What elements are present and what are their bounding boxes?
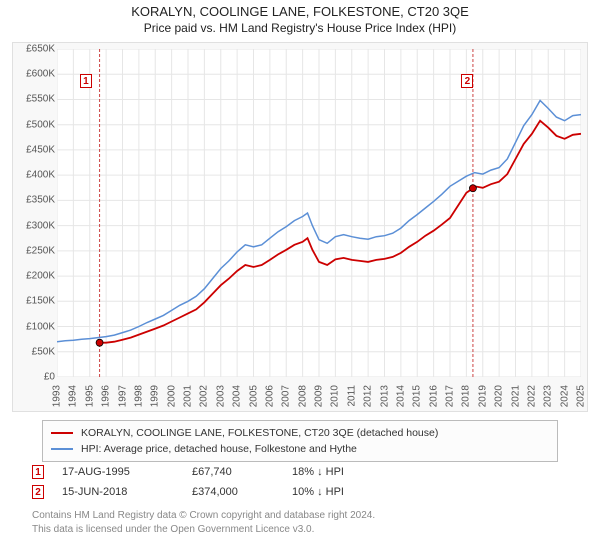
y-tick-label: £350K [15,195,55,206]
x-tick-label: 2004 [232,385,243,407]
y-tick-label: £550K [15,94,55,105]
chart-container: KORALYN, COOLINGE LANE, FOLKESTONE, CT20… [0,0,600,560]
x-tick-label: 2012 [363,385,374,407]
x-tick-label: 1998 [133,385,144,407]
annotation-delta-1: 18% ↓ HPI [292,466,344,478]
x-tick-label: 2015 [412,385,423,407]
x-tick-label: 2002 [199,385,210,407]
chart-title: KORALYN, COOLINGE LANE, FOLKESTONE, CT20… [0,0,600,19]
x-tick-label: 2025 [576,385,587,407]
plot-area [57,49,581,377]
x-tick-label: 1993 [52,385,63,407]
x-tick-label: 2020 [494,385,505,407]
x-tick-label: 2022 [526,385,537,407]
x-tick-label: 2001 [183,385,194,407]
x-tick-label: 2007 [281,385,292,407]
x-tick-label: 2006 [264,385,275,407]
legend-swatch-property [51,432,73,434]
y-tick-label: £0 [15,372,55,383]
y-tick-label: £650K [15,44,55,55]
sale-marker-2: 2 [461,74,473,88]
x-tick-label: 1997 [117,385,128,407]
legend-item-hpi: HPI: Average price, detached house, Folk… [51,441,549,457]
annotation-price-1: £67,740 [192,466,292,478]
y-tick-label: £50K [15,346,55,357]
x-tick-label: 2008 [297,385,308,407]
x-tick-label: 2003 [215,385,226,407]
x-tick-label: 1999 [150,385,161,407]
x-tick-label: 2023 [543,385,554,407]
sale-annotations: 1 17-AUG-1995 £67,740 18% ↓ HPI 2 15-JUN… [32,462,344,502]
chart-subtitle: Price paid vs. HM Land Registry's House … [0,19,600,35]
legend-item-property: KORALYN, COOLINGE LANE, FOLKESTONE, CT20… [51,425,549,441]
x-tick-label: 1994 [68,385,79,407]
y-tick-label: £600K [15,69,55,80]
x-tick-label: 2000 [166,385,177,407]
footer-copyright: Contains HM Land Registry data © Crown c… [32,510,375,521]
x-tick-label: 2018 [461,385,472,407]
x-tick-label: 1995 [84,385,95,407]
y-tick-label: £200K [15,271,55,282]
legend: KORALYN, COOLINGE LANE, FOLKESTONE, CT20… [42,420,558,462]
x-tick-label: 2014 [395,385,406,407]
plot-svg [57,49,581,377]
sale-marker-1: 1 [80,74,92,88]
legend-label-hpi: HPI: Average price, detached house, Folk… [81,443,357,455]
x-tick-label: 2024 [559,385,570,407]
y-tick-label: £400K [15,170,55,181]
y-tick-label: £300K [15,220,55,231]
annotation-marker-1: 1 [32,465,44,479]
annotation-delta-2: 10% ↓ HPI [292,486,344,498]
x-tick-label: 1996 [101,385,112,407]
annotation-price-2: £374,000 [192,486,292,498]
y-tick-label: £500K [15,119,55,130]
x-tick-label: 2016 [428,385,439,407]
y-tick-label: £250K [15,245,55,256]
x-tick-label: 2013 [379,385,390,407]
x-tick-label: 2011 [346,385,357,407]
x-tick-label: 2010 [330,385,341,407]
y-tick-label: £100K [15,321,55,332]
annotation-row-1: 1 17-AUG-1995 £67,740 18% ↓ HPI [32,462,344,482]
x-tick-label: 2017 [445,385,456,407]
x-tick-label: 2021 [510,385,521,407]
x-tick-label: 2019 [477,385,488,407]
footer-licence: This data is licensed under the Open Gov… [32,524,314,535]
y-tick-label: £450K [15,144,55,155]
chart-area: £0 £50K £100K £150K £200K £250K £300K £350K £400… [12,42,588,412]
x-tick-label: 2005 [248,385,259,407]
annotation-row-2: 2 15-JUN-2018 £374,000 10% ↓ HPI [32,482,344,502]
legend-swatch-hpi [51,448,73,450]
annotation-date-1: 17-AUG-1995 [62,466,192,478]
x-tick-label: 2009 [314,385,325,407]
legend-label-property: KORALYN, COOLINGE LANE, FOLKESTONE, CT20… [81,427,438,439]
annotation-marker-2: 2 [32,485,44,499]
annotation-date-2: 15-JUN-2018 [62,486,192,498]
y-tick-label: £150K [15,296,55,307]
